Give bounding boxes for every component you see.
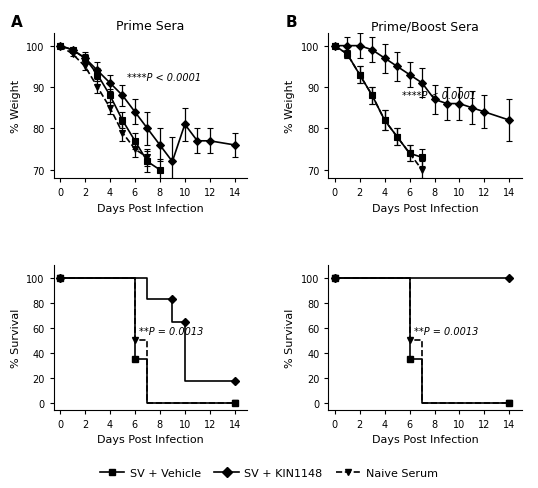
X-axis label: Days Post Infection: Days Post Infection — [97, 434, 204, 445]
Title: Prime Sera: Prime Sera — [116, 20, 185, 33]
Legend: SV + Vehicle, SV + KIN1148, Naive Serum: SV + Vehicle, SV + KIN1148, Naive Serum — [96, 464, 442, 483]
X-axis label: Days Post Infection: Days Post Infection — [97, 203, 204, 213]
Text: B: B — [286, 15, 298, 30]
Text: A: A — [11, 15, 23, 30]
X-axis label: Days Post Infection: Days Post Infection — [372, 434, 478, 445]
Text: **P = 0.0013: **P = 0.0013 — [139, 327, 203, 337]
X-axis label: Days Post Infection: Days Post Infection — [372, 203, 478, 213]
Text: ****P < 0.0001: ****P < 0.0001 — [402, 91, 476, 101]
Title: Prime/Boost Sera: Prime/Boost Sera — [371, 20, 479, 33]
Text: **P = 0.0013: **P = 0.0013 — [414, 327, 478, 337]
Y-axis label: % Weight: % Weight — [286, 80, 295, 133]
Text: ****P < 0.0001: ****P < 0.0001 — [128, 72, 201, 82]
Y-axis label: % Weight: % Weight — [11, 80, 21, 133]
Y-axis label: % Survival: % Survival — [286, 308, 295, 367]
Y-axis label: % Survival: % Survival — [11, 308, 21, 367]
